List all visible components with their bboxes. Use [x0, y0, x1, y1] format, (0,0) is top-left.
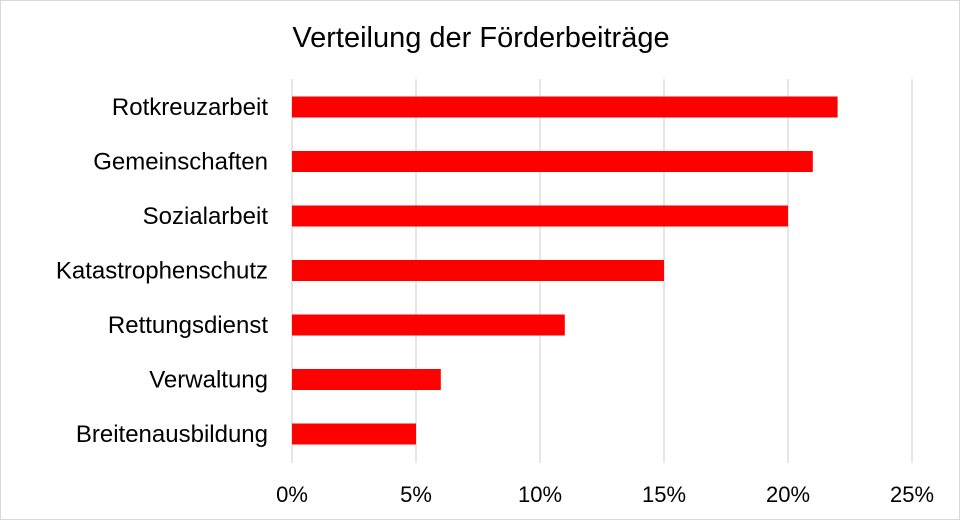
x-tick-label: 0% [276, 482, 308, 507]
bar [292, 96, 838, 118]
bar [292, 423, 416, 445]
x-tick-label: 15% [642, 482, 686, 507]
bars [292, 96, 838, 445]
category-label: Breitenausbildung [76, 421, 268, 448]
bar [292, 314, 565, 336]
category-labels: Rotkreuzarbeit Gemeinschaften Sozialarbeit… [56, 94, 268, 448]
bar [292, 260, 664, 281]
category-label: Rotkreuzarbeit [112, 94, 268, 121]
chart-title: Verteilung der Förderbeiträge [292, 22, 669, 54]
x-tick-label: 10% [518, 482, 562, 507]
x-tick-label: 5% [400, 482, 432, 507]
category-label: Katastrophenschutz [56, 258, 268, 285]
bar [292, 205, 788, 227]
x-axis-tick-labels: 0% 5% 10% 15% 20% 25% [276, 482, 934, 507]
x-tick-label: 20% [766, 482, 810, 507]
x-tick-label: 25% [890, 482, 934, 507]
bar [292, 369, 441, 390]
category-label: Sozialarbeit [143, 203, 269, 230]
category-label: Gemeinschaften [93, 149, 268, 176]
category-label: Verwaltung [149, 367, 268, 394]
bar [292, 151, 813, 172]
category-label: Rettungsdienst [108, 312, 268, 339]
